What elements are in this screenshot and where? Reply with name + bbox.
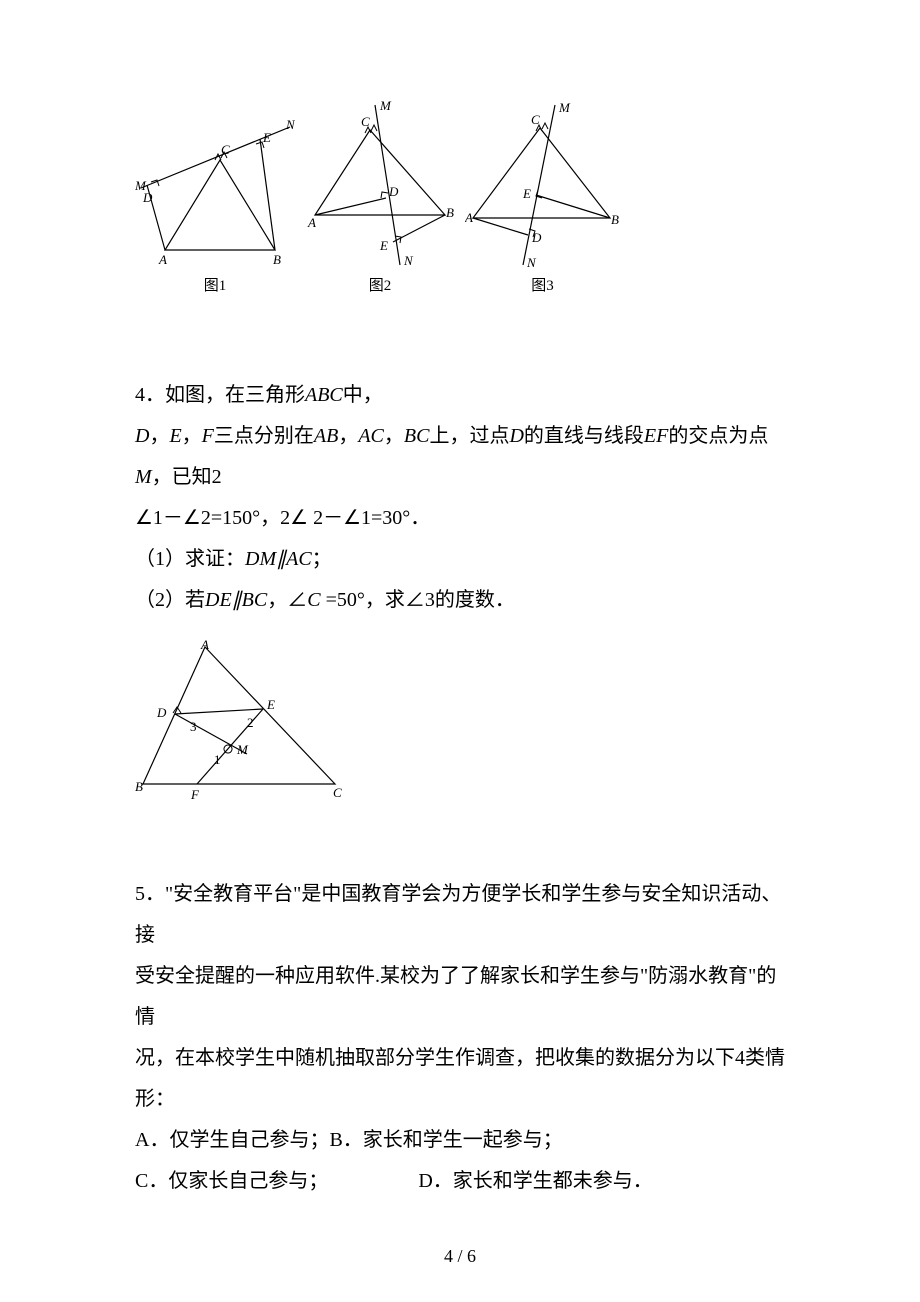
svg-text:C: C: [531, 112, 540, 127]
question-4: 4．如图，在三角形ABC中， D，E，F三点分别在AB，AC，BC上，过点D的直…: [135, 375, 790, 621]
svg-text:N: N: [526, 255, 537, 270]
svg-text:M: M: [379, 100, 392, 113]
svg-text:D: D: [156, 705, 167, 720]
figure-1-svg: N C E M D A B: [135, 120, 295, 270]
q5-line1: 5．"安全教育平台"是中国教育学会为方便学长和学生参与安全知识活动、接: [135, 874, 790, 956]
svg-text:A: A: [465, 210, 473, 225]
svg-text:E: E: [522, 186, 531, 201]
svg-text:E: E: [266, 697, 275, 712]
q4-part2: （2）若DE∥BC，∠C =50°，求∠3的度数．: [135, 580, 790, 621]
figure-3-svg: M C A B E D N: [465, 100, 620, 270]
svg-text:B: B: [135, 779, 143, 794]
page-number: 4 / 6: [0, 1246, 920, 1267]
svg-text:M: M: [236, 742, 249, 757]
figure-3: M C A B E D N 图3: [465, 100, 620, 295]
q4-line1: 4．如图，在三角形ABC中，: [135, 375, 790, 416]
svg-text:C: C: [221, 142, 230, 157]
q5-optAB: A．仅学生自己参与；B．家长和学生一起参与；: [135, 1120, 790, 1161]
svg-text:A: A: [307, 215, 316, 230]
svg-text:D: D: [388, 184, 399, 199]
svg-text:E: E: [379, 238, 388, 253]
svg-text:C: C: [333, 785, 342, 800]
svg-text:2: 2: [247, 715, 254, 730]
q5-optCD: C．仅家长自己参与；D．家长和学生都未参与．: [135, 1161, 790, 1202]
figure-3-caption: 图3: [531, 274, 554, 295]
figure-2-svg: M C A B D E N: [305, 100, 455, 270]
q4-line2: D，E，F三点分别在AB，AC，BC上，过点D的直线与线段EF的交点为点M，已知…: [135, 416, 790, 498]
svg-text:B: B: [611, 212, 619, 227]
svg-text:A: A: [158, 252, 167, 267]
figure-2: M C A B D E N 图2: [305, 100, 455, 295]
q5-line2: 受安全提醒的一种应用软件.某校为了了解家长和学生参与"防溺水教育"的情: [135, 956, 790, 1038]
svg-text:A: A: [200, 639, 209, 652]
q4-part1: （1）求证：DM∥AC；: [135, 539, 790, 580]
svg-text:C: C: [361, 114, 370, 129]
svg-text:1: 1: [214, 752, 221, 767]
svg-text:E: E: [262, 130, 271, 145]
q4-number: 4．: [135, 384, 165, 406]
q4-figure-svg: 1 2 3 A B C D E F M: [135, 639, 345, 804]
svg-text:N: N: [403, 253, 414, 268]
question-5: 5．"安全教育平台"是中国教育学会为方便学长和学生参与安全知识活动、接 受安全提…: [135, 874, 790, 1202]
question-4-figure: 1 2 3 A B C D E F M: [135, 639, 790, 804]
figure-1: N C E M D A B 图1: [135, 120, 295, 295]
figure-2-caption: 图2: [369, 274, 392, 295]
svg-text:D: D: [142, 190, 153, 205]
svg-text:F: F: [190, 787, 200, 802]
svg-text:D: D: [531, 230, 542, 245]
q5-line3: 况，在本校学生中随机抽取部分学生作调查，把收集的数据分为以下4类情形：: [135, 1038, 790, 1120]
svg-text:B: B: [446, 205, 454, 220]
figure-1-caption: 图1: [204, 274, 227, 295]
svg-text:3: 3: [190, 719, 197, 734]
q4-line3: ∠1－∠2=150°，2∠ 2－∠1=30°．: [135, 498, 790, 539]
svg-text:M: M: [558, 100, 571, 115]
q5-number: 5．: [135, 883, 165, 905]
svg-text:N: N: [285, 120, 295, 132]
q3-figures-row: N C E M D A B 图1: [135, 100, 790, 295]
svg-text:B: B: [273, 252, 281, 267]
